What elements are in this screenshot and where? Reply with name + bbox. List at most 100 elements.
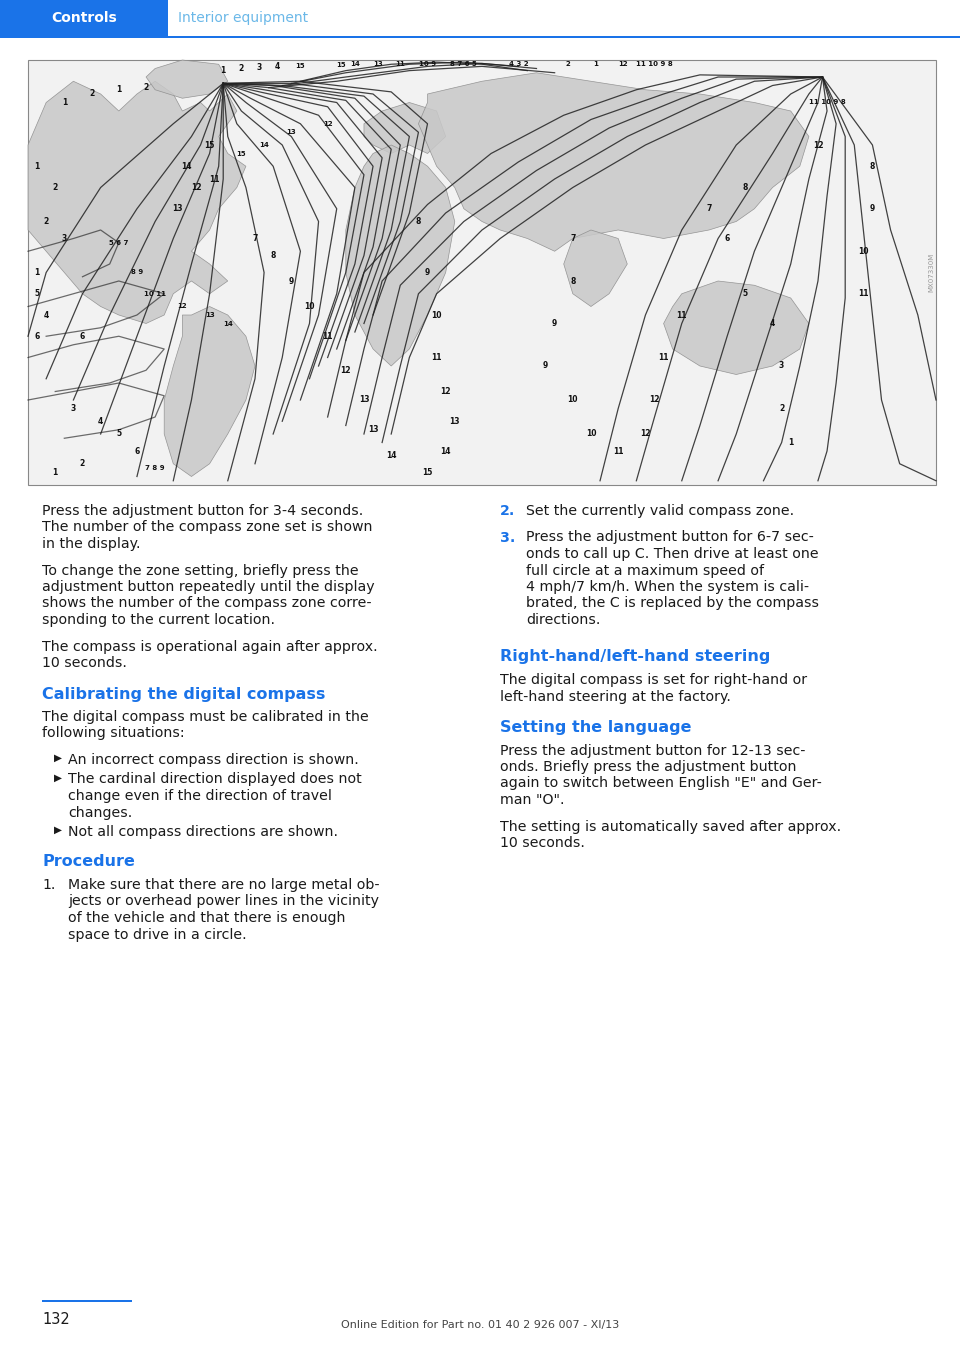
Text: 12: 12 bbox=[618, 61, 628, 67]
Text: 6: 6 bbox=[80, 332, 85, 340]
Text: 1.: 1. bbox=[42, 878, 56, 892]
Text: 1: 1 bbox=[35, 162, 39, 170]
Text: sponding to the current location.: sponding to the current location. bbox=[42, 613, 275, 627]
Text: Make sure that there are no large metal ob-: Make sure that there are no large metal … bbox=[68, 878, 379, 892]
Text: 12: 12 bbox=[441, 387, 451, 396]
Text: 11: 11 bbox=[858, 289, 869, 298]
Text: 13: 13 bbox=[204, 312, 214, 317]
Text: 10: 10 bbox=[567, 395, 578, 405]
Text: 4: 4 bbox=[43, 311, 49, 320]
Text: 6: 6 bbox=[134, 447, 139, 455]
Text: 10: 10 bbox=[858, 247, 869, 256]
Text: 8: 8 bbox=[271, 251, 276, 260]
Text: 2: 2 bbox=[53, 183, 58, 192]
Text: 9: 9 bbox=[425, 268, 430, 276]
Text: 11 10 9 8: 11 10 9 8 bbox=[636, 61, 673, 67]
Bar bbox=[42, 1299, 132, 1302]
Text: 8: 8 bbox=[570, 276, 575, 286]
Text: 7 8 9: 7 8 9 bbox=[145, 464, 165, 471]
Text: 9: 9 bbox=[289, 276, 294, 286]
Text: 2: 2 bbox=[89, 90, 94, 98]
Text: The digital compass must be calibrated in the: The digital compass must be calibrated i… bbox=[42, 710, 369, 725]
Text: 4: 4 bbox=[98, 417, 104, 426]
Text: 5: 5 bbox=[116, 429, 121, 439]
Text: The setting is automatically saved after approx.: The setting is automatically saved after… bbox=[500, 820, 841, 834]
Text: 4: 4 bbox=[276, 63, 280, 71]
Text: 2: 2 bbox=[80, 459, 85, 469]
Polygon shape bbox=[28, 82, 246, 324]
Polygon shape bbox=[663, 281, 809, 375]
Text: Set the currently valid compass zone.: Set the currently valid compass zone. bbox=[526, 504, 794, 518]
Text: ▶: ▶ bbox=[54, 753, 62, 763]
Text: 3: 3 bbox=[779, 361, 784, 370]
Text: 3: 3 bbox=[257, 63, 262, 72]
Text: in the display.: in the display. bbox=[42, 537, 140, 552]
Polygon shape bbox=[564, 230, 627, 306]
Text: The digital compass is set for right-hand or: The digital compass is set for right-han… bbox=[500, 673, 807, 686]
Text: 9: 9 bbox=[543, 361, 548, 370]
Text: 1: 1 bbox=[53, 467, 58, 477]
Text: 15: 15 bbox=[236, 150, 246, 157]
Text: 10: 10 bbox=[431, 311, 442, 320]
Text: 15: 15 bbox=[296, 64, 305, 69]
Text: 3: 3 bbox=[61, 234, 67, 242]
Text: directions.: directions. bbox=[526, 613, 600, 627]
Text: 8: 8 bbox=[416, 217, 421, 226]
Text: 8 9: 8 9 bbox=[131, 270, 143, 275]
Bar bbox=[28, 60, 936, 485]
Text: Not all compass directions are shown.: Not all compass directions are shown. bbox=[68, 825, 338, 839]
Text: Setting the language: Setting the language bbox=[500, 720, 691, 735]
Text: 9: 9 bbox=[870, 204, 876, 214]
Text: The cardinal direction displayed does not: The cardinal direction displayed does no… bbox=[68, 772, 362, 786]
Text: Procedure: Procedure bbox=[42, 854, 134, 869]
Text: 12: 12 bbox=[649, 395, 660, 405]
Text: ▶: ▶ bbox=[54, 825, 62, 835]
Text: 13: 13 bbox=[368, 425, 378, 434]
Text: 15: 15 bbox=[204, 140, 215, 150]
Text: 13: 13 bbox=[372, 61, 382, 67]
Text: Right-hand/left-hand steering: Right-hand/left-hand steering bbox=[500, 650, 770, 665]
Text: of the vehicle and that there is enough: of the vehicle and that there is enough bbox=[68, 911, 346, 925]
Text: 14: 14 bbox=[441, 447, 451, 455]
Text: 2: 2 bbox=[779, 405, 784, 413]
Text: again to switch between English "E" and Ger-: again to switch between English "E" and … bbox=[500, 776, 822, 790]
Text: adjustment button repeatedly until the display: adjustment button repeatedly until the d… bbox=[42, 580, 374, 594]
Text: 12: 12 bbox=[191, 183, 202, 192]
Text: 11: 11 bbox=[431, 353, 442, 362]
Text: 10: 10 bbox=[304, 302, 315, 311]
Text: 15: 15 bbox=[336, 63, 346, 68]
Text: 12: 12 bbox=[178, 304, 187, 309]
Text: 13: 13 bbox=[359, 395, 370, 405]
Text: 2: 2 bbox=[565, 61, 570, 67]
Text: The compass is operational again after approx.: The compass is operational again after a… bbox=[42, 640, 377, 654]
Polygon shape bbox=[164, 306, 255, 477]
Text: 8: 8 bbox=[743, 183, 748, 192]
Text: 11 10 9 8: 11 10 9 8 bbox=[808, 99, 846, 105]
Text: 1: 1 bbox=[221, 67, 226, 75]
Text: 15: 15 bbox=[422, 467, 433, 477]
Text: 12: 12 bbox=[813, 140, 824, 150]
Text: 7: 7 bbox=[252, 234, 257, 242]
Text: To change the zone setting, briefly press the: To change the zone setting, briefly pres… bbox=[42, 564, 359, 577]
Text: 13: 13 bbox=[449, 417, 460, 426]
Text: Controls: Controls bbox=[51, 11, 117, 25]
Text: 4: 4 bbox=[770, 319, 775, 328]
Text: 14: 14 bbox=[386, 451, 396, 460]
Text: 4 mph/7 km/h. When the system is cali-: 4 mph/7 km/h. When the system is cali- bbox=[526, 580, 809, 594]
Text: 13: 13 bbox=[286, 129, 297, 135]
Text: 11: 11 bbox=[396, 61, 405, 67]
Text: Press the adjustment button for 3-4 seconds.: Press the adjustment button for 3-4 seco… bbox=[42, 504, 363, 518]
Text: 1: 1 bbox=[35, 268, 39, 276]
Text: brated, the C is replaced by the compass: brated, the C is replaced by the compass bbox=[526, 597, 819, 610]
Text: full circle at a maximum speed of: full circle at a maximum speed of bbox=[526, 564, 764, 577]
Text: 11: 11 bbox=[323, 332, 333, 340]
Text: 13: 13 bbox=[173, 204, 183, 214]
Text: changes.: changes. bbox=[68, 805, 132, 820]
Text: space to drive in a circle.: space to drive in a circle. bbox=[68, 928, 247, 941]
Text: jects or overhead power lines in the vicinity: jects or overhead power lines in the vic… bbox=[68, 895, 379, 908]
Text: shows the number of the compass zone corre-: shows the number of the compass zone cor… bbox=[42, 597, 372, 610]
Text: 4 3 2: 4 3 2 bbox=[509, 61, 528, 67]
Text: 14: 14 bbox=[259, 142, 269, 148]
Text: 14: 14 bbox=[181, 162, 192, 170]
Text: 6: 6 bbox=[725, 234, 730, 242]
